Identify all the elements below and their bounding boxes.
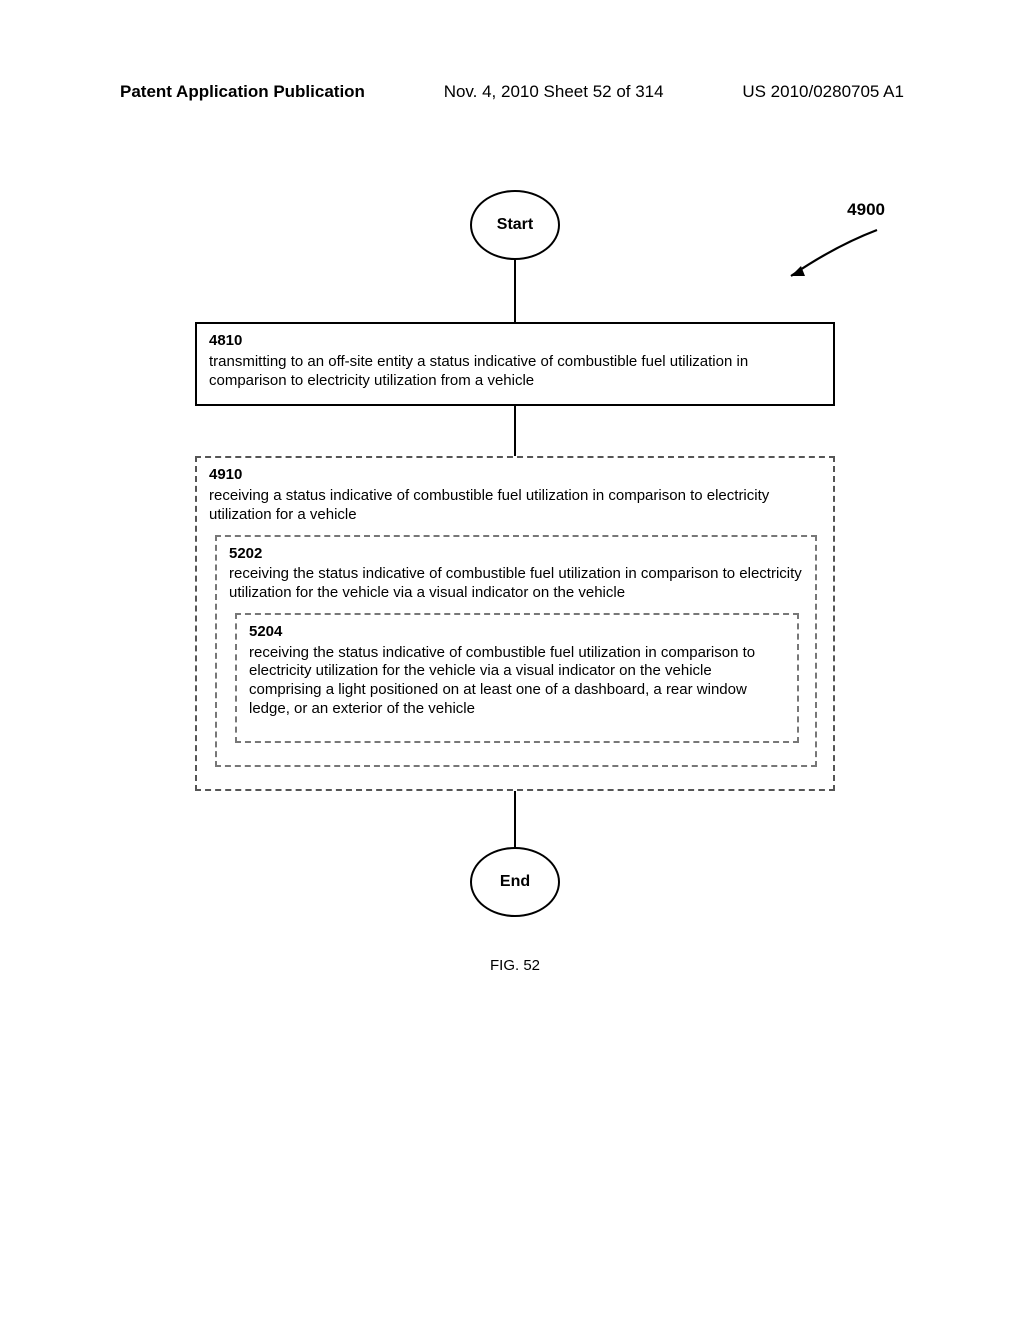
start-terminal: Start xyxy=(470,190,560,260)
box-4810-text: transmitting to an off-site entity a sta… xyxy=(209,353,823,391)
start-label: Start xyxy=(497,216,533,234)
ref-number: 4900 xyxy=(847,200,885,220)
connector-4810-to-4910 xyxy=(514,406,516,456)
box-5204-text: receiving the status indicative of combu… xyxy=(249,644,785,719)
end-label: End xyxy=(500,873,530,891)
box-4810: 4810 transmitting to an off-site entity … xyxy=(195,322,835,406)
box-5204-num: 5204 xyxy=(249,623,785,642)
box-5204: 5204 receiving the status indicative of … xyxy=(235,613,799,743)
end-terminal: End xyxy=(470,847,560,917)
header-left: Patent Application Publication xyxy=(120,82,365,102)
box-5202-num: 5202 xyxy=(229,545,805,564)
box-5202: 5202 receiving the status indicative of … xyxy=(215,535,817,767)
box-4910: 4910 receiving a status indicative of co… xyxy=(195,456,835,790)
connector-start-to-4810 xyxy=(514,260,516,322)
header-right: US 2010/0280705 A1 xyxy=(742,82,904,102)
box-4910-num: 4910 xyxy=(209,466,823,485)
box-5202-text: receiving the status indicative of combu… xyxy=(229,565,805,603)
figure-label: FIG. 52 xyxy=(195,957,835,974)
connector-4910-to-end xyxy=(514,791,516,847)
ref-arrow-icon xyxy=(745,226,885,284)
flowchart: Start 4900 4810 transmitting to an off-s… xyxy=(195,190,835,974)
page: Patent Application Publication Nov. 4, 2… xyxy=(0,0,1024,1320)
page-header: Patent Application Publication Nov. 4, 2… xyxy=(120,82,904,102)
start-row: Start 4900 xyxy=(195,190,835,260)
box-4810-num: 4810 xyxy=(209,332,823,351)
box-4910-text: receiving a status indicative of combust… xyxy=(209,487,823,525)
header-center: Nov. 4, 2010 Sheet 52 of 314 xyxy=(444,82,664,102)
end-row: End xyxy=(195,847,835,917)
